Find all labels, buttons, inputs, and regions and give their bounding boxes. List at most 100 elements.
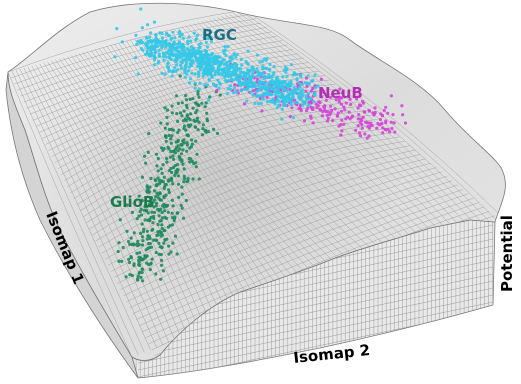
point-rgc	[170, 74, 174, 78]
point-rgc	[246, 82, 250, 86]
point-neub	[342, 105, 346, 109]
point-gliob	[176, 174, 180, 178]
mesh-line	[67, 56, 225, 323]
point-rgc	[209, 39, 213, 44]
point-rgc	[178, 35, 182, 39]
point-rgc	[138, 41, 142, 45]
mesh-line	[92, 127, 389, 236]
point-neub	[321, 110, 325, 114]
point-gliob	[178, 111, 183, 115]
point-rgc	[206, 54, 210, 58]
point-rgc	[301, 88, 305, 92]
point-rgc	[183, 71, 187, 75]
point-gliob	[166, 210, 170, 214]
point-gliob	[181, 216, 186, 220]
point-gliob	[169, 141, 173, 145]
point-rgc	[277, 103, 281, 107]
point-rgc	[285, 67, 289, 72]
point-rgc	[226, 87, 230, 91]
point-rgc	[154, 44, 158, 49]
point-gliob	[160, 210, 164, 215]
mesh-line	[23, 31, 272, 103]
point-rgc	[197, 74, 201, 78]
point-rgc	[204, 40, 208, 45]
point-neub	[367, 134, 371, 138]
point-neub	[361, 115, 365, 119]
point-gliob	[159, 198, 163, 202]
point-neub	[314, 102, 318, 106]
point-rgc	[189, 63, 193, 67]
point-gliob	[162, 241, 166, 245]
mesh-line	[55, 59, 207, 330]
point-gliob	[184, 128, 188, 132]
point-rgc	[189, 45, 193, 49]
point-neub	[381, 126, 385, 130]
point-gliob	[196, 103, 200, 107]
point-neub	[304, 109, 309, 113]
point-neub	[342, 122, 346, 126]
point-rgc	[306, 92, 311, 96]
point-rgc	[217, 68, 221, 72]
point-gliob	[149, 176, 153, 180]
point-rgc	[266, 85, 270, 89]
mesh-line	[130, 39, 324, 285]
point-rgc	[157, 59, 161, 63]
point-rgc	[193, 55, 197, 59]
point-gliob	[159, 258, 164, 262]
point-rgc	[223, 78, 228, 82]
point-rgc	[161, 41, 165, 45]
point-rgc	[314, 85, 318, 89]
point-neub	[348, 117, 352, 121]
point-rgc	[140, 26, 144, 30]
point-rgc	[237, 82, 241, 86]
point-gliob	[136, 239, 140, 243]
point-gliob	[116, 249, 120, 254]
point-rgc	[283, 87, 287, 91]
point-rgc	[309, 96, 313, 100]
mesh-line	[139, 193, 469, 326]
point-gliob	[165, 108, 170, 112]
point-rgc	[300, 82, 304, 86]
point-rgc	[190, 71, 194, 75]
point-gliob	[182, 109, 186, 113]
point-rgc	[139, 38, 143, 42]
point-rgc	[239, 75, 243, 79]
mesh-line	[94, 49, 268, 306]
point-gliob	[152, 216, 156, 220]
point-rgc	[300, 103, 304, 107]
point-rgc	[146, 39, 150, 44]
mesh-line	[138, 37, 336, 281]
mesh-line	[27, 66, 164, 346]
point-rgc	[207, 59, 211, 63]
point-neub	[365, 121, 369, 125]
point-neub	[330, 108, 334, 112]
point-gliob	[173, 173, 177, 178]
point-gliob	[175, 112, 179, 116]
point-gliob	[162, 187, 166, 191]
point-rgc	[282, 102, 286, 106]
point-rgc	[222, 51, 226, 56]
point-gliob	[170, 170, 174, 175]
point-rgc	[211, 60, 215, 64]
point-gliob	[152, 189, 156, 193]
point-rgc	[149, 52, 154, 56]
point-gliob	[159, 180, 163, 184]
point-rgc	[198, 81, 202, 85]
point-gliob	[185, 143, 189, 147]
point-rgc	[304, 96, 308, 100]
point-gliob	[170, 198, 174, 202]
mesh-line	[43, 62, 188, 337]
mesh-line	[209, 19, 447, 239]
point-gliob	[197, 177, 201, 181]
point-rgc	[173, 46, 177, 50]
point-gliob	[148, 236, 152, 241]
mesh-line	[47, 61, 194, 334]
point-rgc	[211, 68, 215, 72]
point-rgc	[195, 58, 199, 63]
point-neub	[322, 90, 326, 95]
point-gliob	[176, 182, 181, 186]
point-gliob	[182, 167, 186, 171]
point-gliob	[184, 94, 188, 98]
point-rgc	[255, 67, 259, 71]
